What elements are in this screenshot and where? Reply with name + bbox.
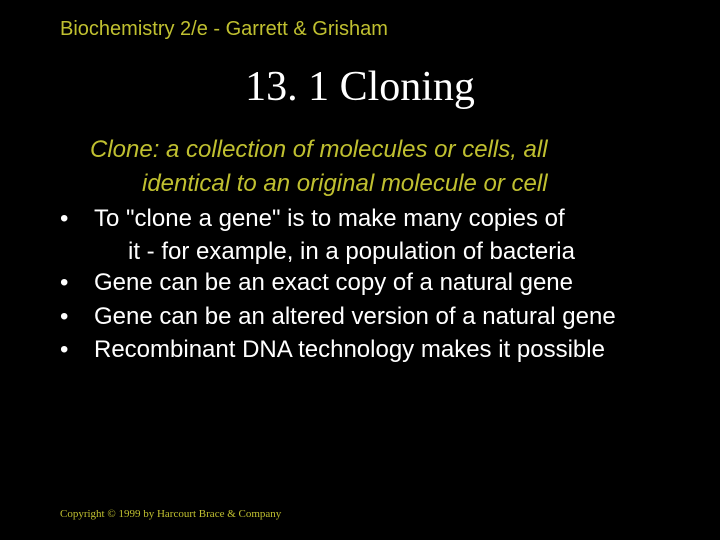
bullet-marker: • <box>60 301 94 332</box>
bullet-item: • Gene can be an altered version of a na… <box>60 301 680 332</box>
slide-content: Clone: a collection of molecules or cell… <box>0 135 720 365</box>
slide-title: 13. 1 Cloning <box>0 63 720 111</box>
bullet-item: • To "clone a gene" is to make many copi… <box>60 203 680 234</box>
bullet-marker: • <box>60 334 94 365</box>
bullet-text: Recombinant DNA technology makes it poss… <box>94 334 680 365</box>
book-header: Biochemistry 2/e - Garrett & Grisham <box>0 0 720 41</box>
bullet-marker: • <box>60 267 94 298</box>
bullet-item: • Gene can be an exact copy of a natural… <box>60 267 680 298</box>
bullet-text: To "clone a gene" is to make many copies… <box>94 203 680 234</box>
definition-line2: identical to an original molecule or cel… <box>60 169 680 199</box>
bullet-marker: • <box>60 203 94 234</box>
definition-line1: Clone: a collection of molecules or cell… <box>60 135 680 165</box>
bullet-text: Gene can be an altered version of a natu… <box>94 301 680 332</box>
bullet-text: Gene can be an exact copy of a natural g… <box>94 267 680 298</box>
bullet-continuation: it - for example, in a population of bac… <box>60 236 680 267</box>
bullet-item: • Recombinant DNA technology makes it po… <box>60 334 680 365</box>
copyright-notice: Copyright © 1999 by Harcourt Brace & Com… <box>60 508 281 520</box>
